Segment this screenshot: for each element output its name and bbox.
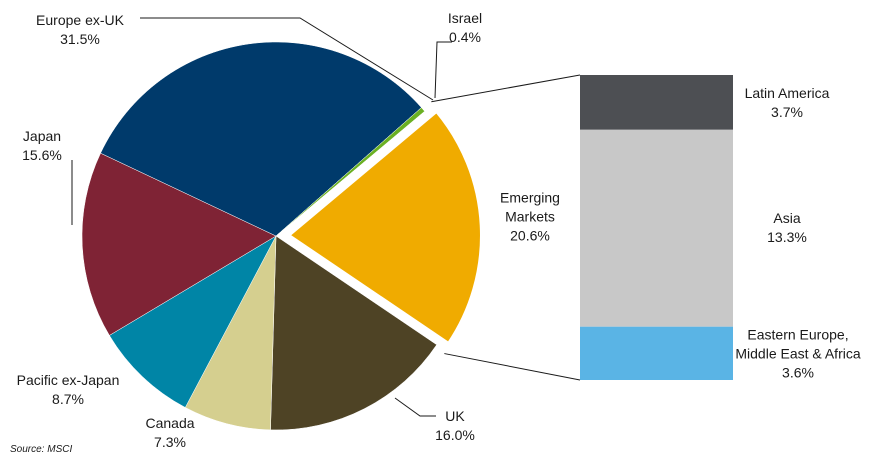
label-name: Pacific ex-Japan: [16, 372, 120, 388]
pie-slice: [284, 107, 484, 347]
label-name: Japan: [22, 128, 62, 144]
label-value: 3.6%: [782, 364, 814, 381]
breakdown-bar: [580, 326, 733, 380]
data-label: Canada 7.3%: [145, 414, 194, 452]
label-name: Europe ex-UK: [36, 12, 124, 28]
label-value: 8.7%: [52, 391, 84, 407]
label-name: Canada: [145, 415, 195, 431]
label-value: 15.6%: [22, 147, 62, 163]
leader-lines: [71, 17, 452, 417]
label-name: Emerging Markets: [500, 189, 560, 225]
label-value: 31.5%: [60, 31, 100, 47]
label-value: 20.6%: [510, 227, 550, 244]
label-name: UK: [445, 408, 465, 424]
breakdown-bar: [580, 129, 733, 327]
data-label: Israel 0.4%: [448, 9, 482, 47]
pie-slice: [100, 41, 422, 237]
leader-line: [394, 397, 436, 417]
pie-slice: [270, 235, 438, 431]
label-name: Asia: [773, 210, 801, 226]
data-label: Latin America 3.7%: [717, 84, 857, 122]
label-value: 7.3%: [154, 434, 186, 450]
breakdown-bar: [580, 75, 733, 130]
leader-line: [140, 17, 434, 101]
data-label: UK 16.0%: [435, 407, 475, 445]
label-value: 0.4%: [449, 29, 481, 45]
pie-slice: [109, 235, 277, 408]
leader-line: [434, 41, 452, 99]
data-label: Asia 13.3%: [717, 209, 857, 247]
connector-line: [431, 74, 581, 103]
data-label: Japan 15.6%: [22, 127, 62, 165]
data-label: Pacific ex-Japan 8.7%: [17, 371, 120, 409]
data-label: Europe ex-UK 31.5%: [36, 11, 124, 49]
pie-slice: [81, 152, 277, 336]
label-name: Israel: [447, 10, 483, 26]
data-label: Eastern Europe, Middle East & Africa 3.6%: [731, 326, 866, 383]
connector-line: [444, 353, 581, 381]
label-value: 16.0%: [435, 427, 475, 443]
label-value: 3.7%: [771, 104, 803, 120]
source-note: Source: MSCI: [10, 444, 73, 455]
label-name: Latin America: [744, 85, 830, 101]
data-label: Emerging Markets 20.6%: [490, 189, 570, 246]
pie-slice: [275, 107, 425, 237]
label-name: Eastern Europe, Middle East & Africa: [735, 326, 861, 362]
label-value: 13.3%: [767, 229, 807, 245]
